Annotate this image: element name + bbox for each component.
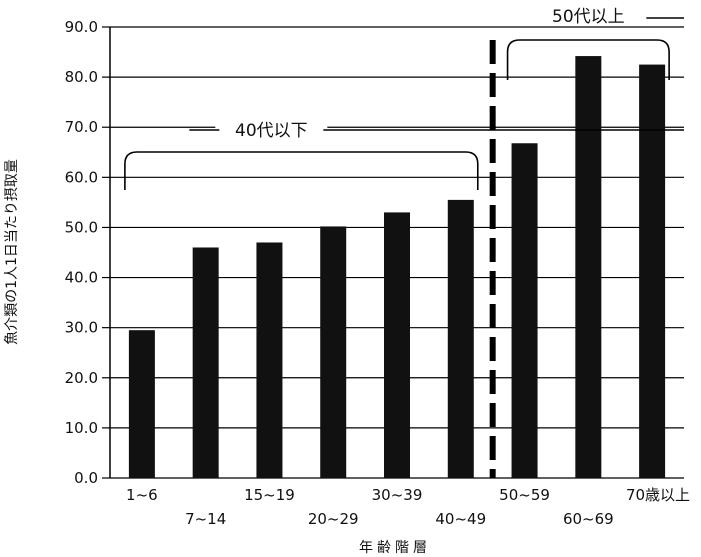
group-bracket bbox=[506, 39, 670, 80]
x-tick-label: 70歳以上 bbox=[626, 486, 690, 504]
x-tick-label: 1~6 bbox=[126, 486, 158, 504]
group-label-bg bbox=[532, 4, 645, 26]
x-tick-label: 40~49 bbox=[435, 510, 486, 528]
group-label-bg bbox=[215, 120, 328, 140]
bar bbox=[511, 143, 538, 478]
bar bbox=[320, 226, 347, 478]
group-label: 40代以下 bbox=[235, 121, 308, 141]
x-tick-label: 15~19 bbox=[244, 486, 295, 504]
y-tick-label: 50.0 bbox=[65, 218, 98, 236]
y-tick-label: 30.0 bbox=[65, 319, 98, 337]
bar bbox=[128, 330, 155, 478]
x-tick-label: 20~29 bbox=[308, 510, 359, 528]
y-tick-label: 80.0 bbox=[65, 68, 98, 86]
y-tick-label: 90.0 bbox=[65, 18, 98, 36]
group-label: 50代以上 bbox=[552, 7, 625, 27]
x-tick-label: 7~14 bbox=[185, 510, 226, 528]
group-annotations: 40代以下 50代以上 bbox=[124, 4, 684, 478]
bar bbox=[447, 199, 474, 478]
x-tick-label: 30~39 bbox=[372, 486, 423, 504]
y-tick-label: 0.0 bbox=[74, 469, 98, 487]
x-axis-ticks: 1~6 7~14 15~19 20~29 30~39 40~49 50~59 60~69 70歳… bbox=[126, 486, 690, 528]
bar bbox=[256, 242, 283, 478]
bar bbox=[384, 212, 410, 478]
bar bbox=[639, 64, 666, 478]
y-tick-label: 10.0 bbox=[65, 419, 98, 437]
x-axis-title: 年齢階層 bbox=[359, 540, 431, 556]
bar bbox=[192, 247, 219, 478]
y-axis-title: 魚介類の1人1日当たり摂取量 bbox=[4, 159, 20, 345]
y-axis-ticks: 0.0 10.0 20.0 30.0 40.0 50.0 60.0 70.0 80.0 90.0 bbox=[65, 18, 110, 487]
y-tick-label: 60.0 bbox=[65, 168, 98, 186]
bars bbox=[128, 56, 666, 478]
y-tick-label: 70.0 bbox=[65, 118, 98, 136]
y-tick-label: 20.0 bbox=[65, 369, 98, 387]
y-tick-label: 40.0 bbox=[65, 269, 98, 287]
x-tick-label: 60~69 bbox=[563, 510, 614, 528]
x-tick-label: 50~59 bbox=[499, 486, 550, 504]
group-bracket bbox=[124, 151, 479, 190]
bar bbox=[575, 56, 602, 478]
